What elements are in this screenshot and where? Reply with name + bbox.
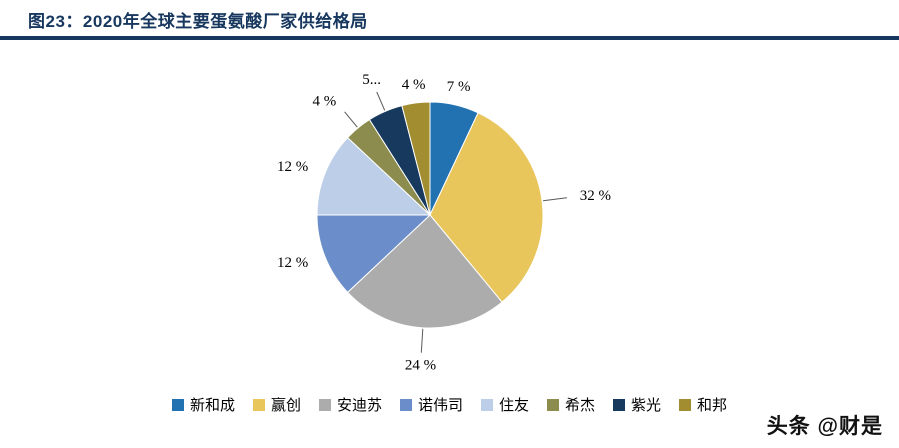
legend-item-住友: 住友 (481, 394, 529, 415)
legend-label: 新和成 (189, 398, 235, 414)
pie-label-住友: 12 % (277, 159, 308, 175)
legend-label: 安迪苏 (336, 398, 382, 414)
legend-swatch (318, 398, 331, 411)
watermark: 头条 @财是 (766, 415, 883, 438)
figure-title: 图23：2020年全球主要蛋氨酸厂家供给格局 (28, 12, 368, 31)
legend-item-希杰: 希杰 (547, 394, 595, 415)
legend-item-紫光: 紫光 (613, 394, 661, 415)
pie-slice-赢创 (429, 112, 544, 303)
pie-label-安迪苏: 24 % (405, 358, 436, 374)
legend-label: 赢创 (270, 398, 301, 414)
label-leader-line (344, 111, 358, 128)
legend-item-和邦: 和邦 (679, 394, 727, 415)
label-leader-line (376, 91, 386, 111)
legend-label: 和邦 (697, 398, 728, 414)
legend-swatch (679, 398, 692, 411)
chart-legend: 新和成 赢创 安迪苏 诺伟司 住友 希杰 紫光 和邦 (0, 394, 899, 415)
legend-swatch (613, 398, 626, 411)
figure-header: 图23：2020年全球主要蛋氨酸厂家供给格局 (0, 0, 899, 32)
pie-slice-安迪苏 (346, 214, 503, 329)
pie-slice-和邦 (401, 101, 431, 216)
legend-label: 希杰 (565, 398, 596, 414)
pie-label-希杰: 4 % (313, 94, 337, 110)
legend-label: 紫光 (631, 398, 662, 414)
pie-label-紫光: 5... (362, 72, 381, 88)
pie-label-诺伟司: 12 % (277, 255, 308, 271)
pie-slice-诺伟司 (316, 214, 432, 294)
legend-swatch (547, 398, 560, 411)
legend-item-赢创: 赢创 (252, 394, 301, 415)
legend-item-诺伟司: 诺伟司 (399, 394, 463, 415)
legend-swatch (399, 398, 412, 411)
legend-swatch (252, 398, 265, 411)
legend-item-安迪苏: 安迪苏 (318, 394, 382, 415)
pie-slice-住友 (316, 136, 432, 216)
pie-label-赢创: 32 % (580, 188, 611, 204)
legend-label: 诺伟司 (417, 398, 463, 414)
pie-chart: 7 % 32 % 24 % 12 % 12 % 4 % 5... 4 % (277, 72, 611, 374)
pie-label-和邦: 4 % (402, 77, 426, 93)
title-divider (0, 36, 899, 40)
legend-item-新和成: 新和成 (171, 394, 235, 415)
pie-label-新和成: 7 % (447, 79, 471, 95)
legend-swatch (171, 398, 184, 411)
legend-label: 住友 (499, 398, 530, 414)
legend-swatch (481, 398, 493, 411)
label-leader-line (420, 328, 424, 353)
label-leader-line (543, 197, 567, 202)
